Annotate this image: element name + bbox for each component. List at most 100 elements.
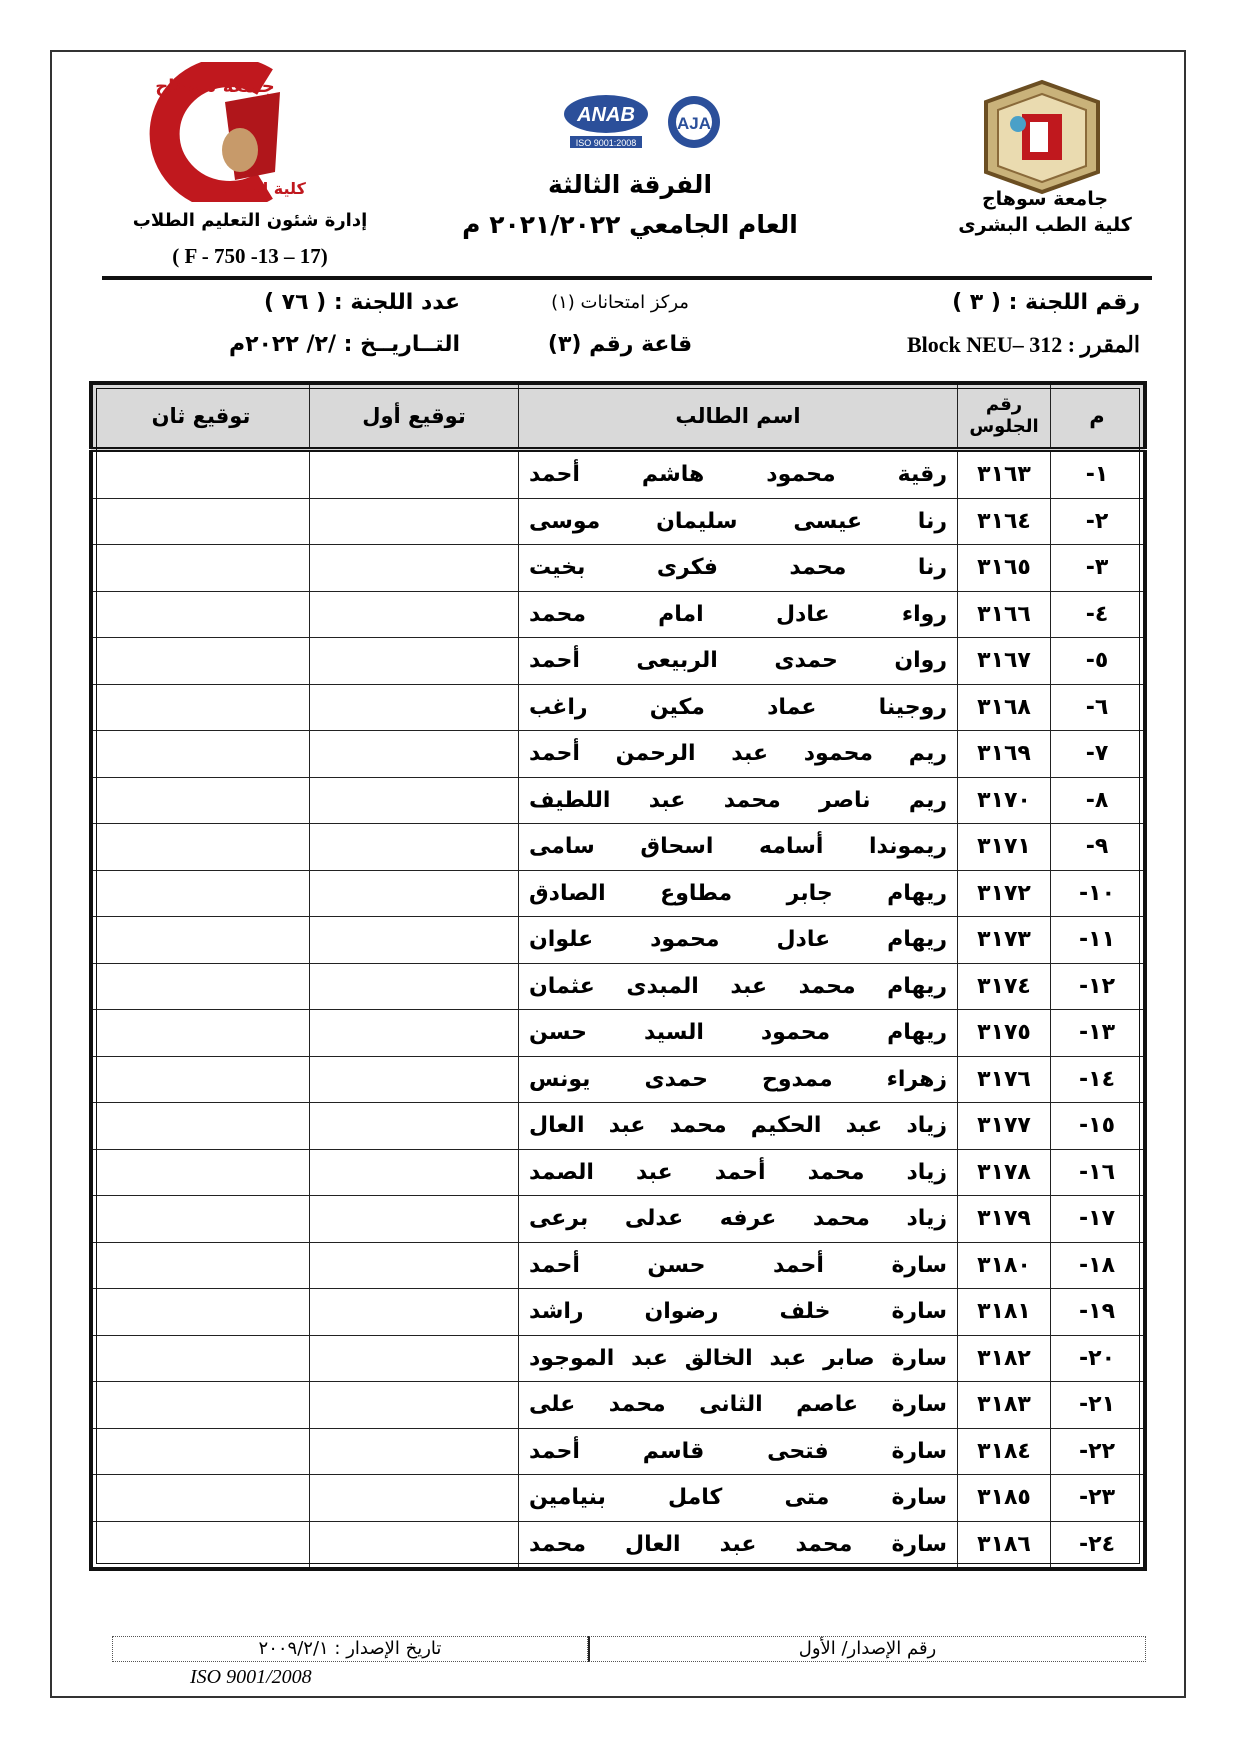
table-row: ٢٤- ٣١٨٦ سارة محمد عبد العال محمد [90,1520,1146,1570]
second-signature-cell[interactable] [90,1520,310,1570]
second-signature-cell[interactable] [90,730,310,778]
first-signature-cell[interactable] [309,1241,519,1289]
first-signature-cell[interactable] [309,449,519,499]
table-row: ١٦- ٣١٧٨ زياد محمد أحمد عبد الصمد [90,1148,1146,1196]
student-name: ريهام محمد عبد المبدى عثمان [518,962,958,1010]
exam-center: مركز امتحانات (١) [551,292,689,313]
second-signature-cell[interactable] [90,1288,310,1336]
table-row: ١٩- ٣١٨١ سارة خلف رضوان راشد [90,1288,1146,1336]
second-signature-cell[interactable] [90,544,310,592]
seat-number: ٣١٨٦ [957,1520,1051,1570]
first-signature-cell[interactable] [309,1381,519,1429]
table-row: ٢١- ٣١٨٣ سارة عاصم الثانى محمد على [90,1381,1146,1429]
seat-number: ٣١٦٣ [957,449,1051,499]
student-name: زياد عبد الحكيم محمد عبد العال [518,1102,958,1150]
second-signature-cell[interactable] [90,962,310,1010]
second-signature-cell[interactable] [90,776,310,824]
seat-number: ٣١٦٧ [957,637,1051,685]
second-signature-cell[interactable] [90,637,310,685]
table-row: ١٧- ٣١٧٩ زياد محمد عرفه عدلى برعى [90,1195,1146,1243]
second-signature-cell[interactable] [90,1241,310,1289]
header-divider [102,276,1152,280]
student-name: ريهام جابر مطاوع الصادق [518,869,958,917]
first-signature-cell[interactable] [309,637,519,685]
row-index: ٤- [1050,590,1146,638]
student-name: سارة محمد عبد العال محمد [518,1520,958,1570]
sohag-university-seal-logo [984,79,1100,195]
col-seat-number: رقم الجلوس [957,382,1051,452]
first-signature-cell[interactable] [309,1334,519,1382]
row-index: ٢٢- [1050,1427,1146,1475]
second-signature-cell[interactable] [90,1055,310,1103]
second-signature-cell[interactable] [90,1148,310,1196]
table-row: ٣- ٣١٦٥ رنا محمد فكرى بخيت [90,544,1146,592]
first-signature-cell[interactable] [309,683,519,731]
row-index: ٣- [1050,544,1146,592]
seat-number: ٣١٧٣ [957,916,1051,964]
first-signature-cell[interactable] [309,590,519,638]
first-signature-cell[interactable] [309,1195,519,1243]
table-row: ٦- ٣١٦٨ روجينا عماد مكين راغب [90,683,1146,731]
table-row: ١٠- ٣١٧٢ ريهام جابر مطاوع الصادق [90,869,1146,917]
first-signature-cell[interactable] [309,1474,519,1522]
first-signature-cell[interactable] [309,730,519,778]
first-signature-cell[interactable] [309,1009,519,1057]
seat-number: ٣١٧٥ [957,1009,1051,1057]
row-index: ٢٤- [1050,1520,1146,1570]
first-signature-cell[interactable] [309,544,519,592]
student-name: زياد محمد عرفه عدلى برعى [518,1195,958,1243]
second-signature-cell[interactable] [90,1009,310,1057]
col-first-signature: توقيع أول [309,382,519,452]
first-signature-cell[interactable] [309,1427,519,1475]
second-signature-cell[interactable] [90,1427,310,1475]
second-signature-cell[interactable] [90,1102,310,1150]
seat-number: ٣١٨١ [957,1288,1051,1336]
col-second-signature: توقيع ثان [90,382,310,452]
first-signature-cell[interactable] [309,1102,519,1150]
second-signature-cell[interactable] [90,1195,310,1243]
form-code: ( F - 750 -13 – 17) [172,244,328,268]
student-name: رنا محمد فكرى بخيت [518,544,958,592]
row-index: ١٤- [1050,1055,1146,1103]
student-name: روجينا عماد مكين راغب [518,683,958,731]
table-header-row: م رقم الجلوس اسم الطالب توقيع أول توقيع … [90,382,1146,452]
first-signature-cell[interactable] [309,823,519,871]
second-signature-cell[interactable] [90,916,310,964]
faculty-of-medicine-logo: جامعة سوهاج كلية الطب [149,62,307,202]
university-name: جامعة سوهاج [981,188,1109,210]
second-signature-cell[interactable] [90,1381,310,1429]
students-table: م رقم الجلوس اسم الطالب توقيع أول توقيع … [89,381,1147,1571]
second-signature-cell[interactable] [90,449,310,499]
svg-text:ANAB: ANAB [576,104,635,126]
first-signature-cell[interactable] [309,869,519,917]
second-signature-cell[interactable] [90,869,310,917]
second-signature-cell[interactable] [90,683,310,731]
first-signature-cell[interactable] [309,1288,519,1336]
second-signature-cell[interactable] [90,590,310,638]
first-signature-cell[interactable] [309,1055,519,1103]
table-row: ٢- ٣١٦٤ رنا عيسى سليمان موسى [90,497,1146,545]
row-index: ١٠- [1050,869,1146,917]
faculty-name: كلية الطب البشرى [958,214,1132,236]
second-signature-cell[interactable] [90,1474,310,1522]
student-name: سارة أحمد حسن أحمد [518,1241,958,1289]
second-signature-cell[interactable] [90,497,310,545]
second-signature-cell[interactable] [90,823,310,871]
row-index: ٨- [1050,776,1146,824]
logo-text: جامعة سوهاج [155,76,274,97]
first-signature-cell[interactable] [309,776,519,824]
student-name: رقية محمود هاشم أحمد [518,449,958,499]
first-signature-cell[interactable] [309,1148,519,1196]
seat-number: ٣١٦٨ [957,683,1051,731]
first-signature-cell[interactable] [309,1520,519,1570]
second-signature-cell[interactable] [90,1334,310,1382]
table-row: ٤- ٣١٦٦ رواء عادل امام محمد [90,590,1146,638]
first-signature-cell[interactable] [309,497,519,545]
table-row: ١٤- ٣١٧٦ زهراء ممدوح حمدى يونس [90,1055,1146,1103]
seat-number: ٣١٨٤ [957,1427,1051,1475]
student-name: روان حمدى الربيعى أحمد [518,637,958,685]
row-index: ٢١- [1050,1381,1146,1429]
table-row: ٧- ٣١٦٩ ريم محمود عبد الرحمن أحمد [90,730,1146,778]
first-signature-cell[interactable] [309,962,519,1010]
first-signature-cell[interactable] [309,916,519,964]
